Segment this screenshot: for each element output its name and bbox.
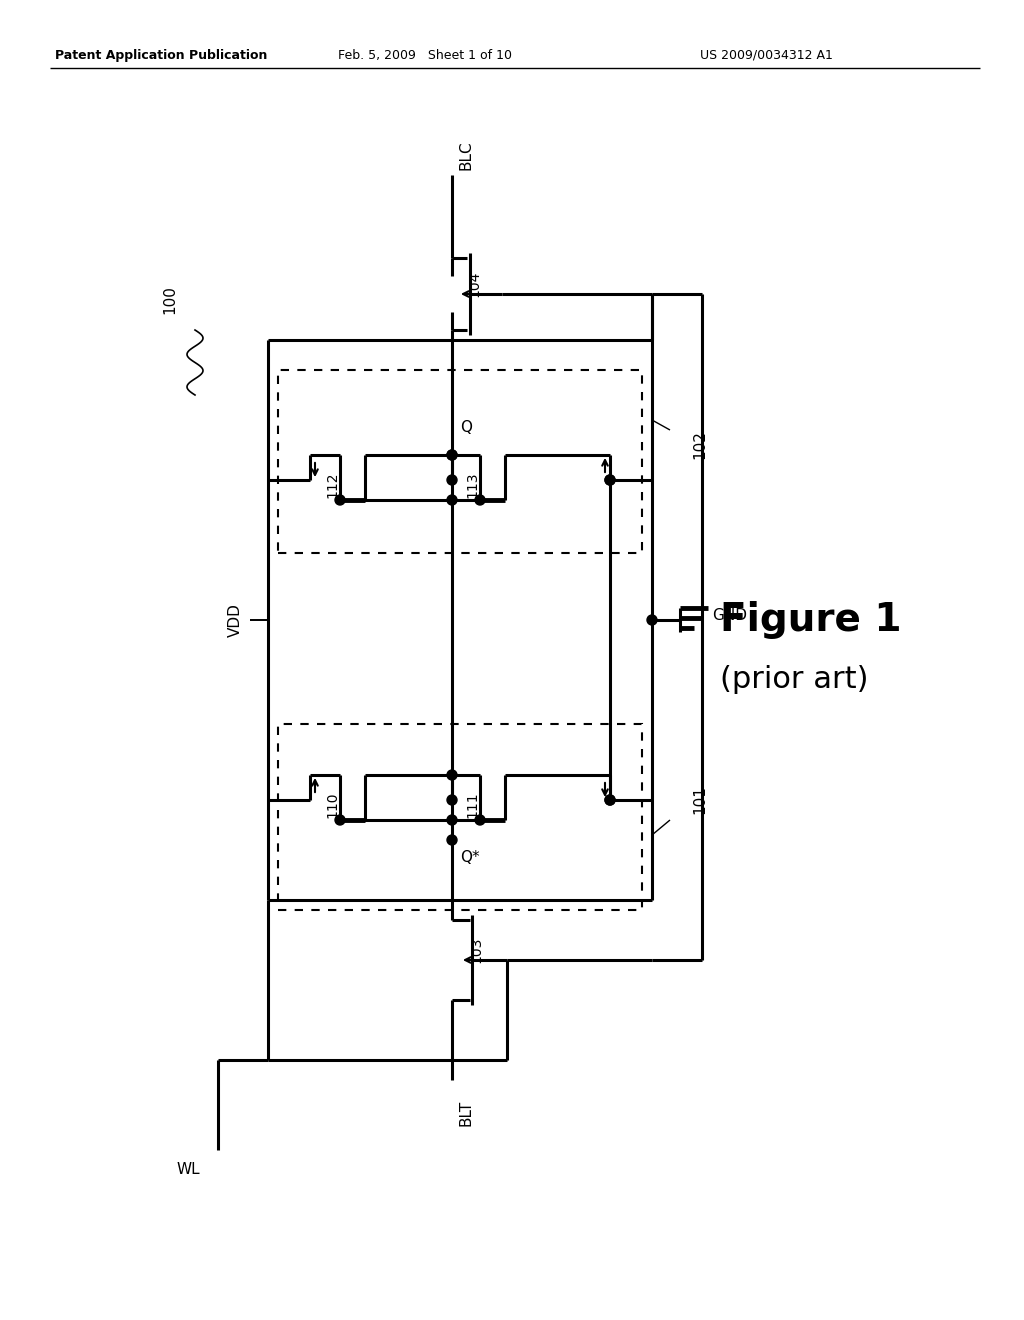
Circle shape [475, 814, 485, 825]
Circle shape [447, 475, 457, 484]
Text: 103: 103 [469, 937, 483, 964]
Text: 101: 101 [692, 785, 708, 814]
Circle shape [647, 615, 657, 624]
Circle shape [335, 495, 345, 506]
Text: 110: 110 [325, 792, 339, 818]
Text: Feb. 5, 2009   Sheet 1 of 10: Feb. 5, 2009 Sheet 1 of 10 [338, 49, 512, 62]
Text: (prior art): (prior art) [720, 665, 868, 694]
Text: BLT: BLT [458, 1100, 473, 1126]
Text: 104: 104 [467, 271, 481, 297]
Text: WL: WL [176, 1163, 200, 1177]
Text: US 2009/0034312 A1: US 2009/0034312 A1 [700, 49, 833, 62]
Circle shape [605, 475, 615, 484]
Circle shape [447, 450, 457, 459]
Circle shape [447, 795, 457, 805]
Circle shape [605, 795, 615, 805]
Text: VDD: VDD [227, 603, 243, 638]
Text: 112: 112 [325, 471, 339, 498]
Text: 111: 111 [465, 792, 479, 818]
Circle shape [447, 495, 457, 506]
Circle shape [447, 770, 457, 780]
Circle shape [447, 836, 457, 845]
Bar [278, 370, 642, 553]
Text: GND: GND [712, 607, 746, 623]
Circle shape [605, 795, 615, 805]
Circle shape [447, 814, 457, 825]
Circle shape [335, 814, 345, 825]
Text: 113: 113 [465, 471, 479, 498]
Text: Figure 1: Figure 1 [720, 601, 901, 639]
Text: Q*: Q* [460, 850, 479, 866]
Circle shape [447, 450, 457, 459]
Text: 102: 102 [692, 430, 708, 459]
Text: Patent Application Publication: Patent Application Publication [55, 49, 267, 62]
Circle shape [605, 475, 615, 484]
Circle shape [475, 495, 485, 506]
Text: Q: Q [460, 420, 472, 434]
Text: 100: 100 [163, 285, 177, 314]
Bar [278, 723, 642, 909]
Text: BLC: BLC [458, 140, 473, 170]
